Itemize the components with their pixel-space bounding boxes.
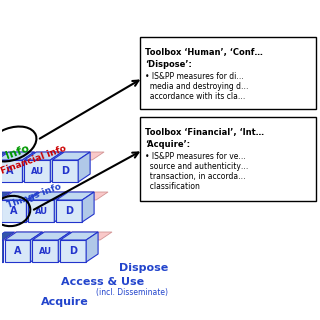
Text: AU: AU xyxy=(31,166,44,175)
Polygon shape xyxy=(0,192,11,200)
Text: D: D xyxy=(65,206,73,216)
Polygon shape xyxy=(0,240,3,262)
Polygon shape xyxy=(54,192,66,222)
Polygon shape xyxy=(28,200,54,222)
Text: AU: AU xyxy=(39,246,52,255)
Polygon shape xyxy=(4,232,42,240)
Text: Things info: Things info xyxy=(5,182,62,210)
Polygon shape xyxy=(3,232,112,240)
Polygon shape xyxy=(27,192,38,222)
Polygon shape xyxy=(32,240,58,262)
Polygon shape xyxy=(58,232,70,262)
Polygon shape xyxy=(1,192,38,200)
Text: ‘Acquire’:: ‘Acquire’: xyxy=(145,140,190,149)
Text: media and destroying d…: media and destroying d… xyxy=(145,82,248,91)
Polygon shape xyxy=(60,240,86,262)
Polygon shape xyxy=(52,152,90,160)
Text: Info: Info xyxy=(4,143,31,161)
Text: A: A xyxy=(10,206,17,216)
Text: A: A xyxy=(14,246,21,256)
Text: Toolbox ‘Financial’, ‘Int…: Toolbox ‘Financial’, ‘Int… xyxy=(145,128,264,137)
Text: D: D xyxy=(61,166,69,176)
Polygon shape xyxy=(0,152,104,160)
Polygon shape xyxy=(52,160,78,182)
Text: Acquire: Acquire xyxy=(41,297,89,307)
Polygon shape xyxy=(60,232,98,240)
Polygon shape xyxy=(28,192,66,200)
Text: source and authenticity…: source and authenticity… xyxy=(145,162,248,171)
Text: • IS&PP measures for ve…: • IS&PP measures for ve… xyxy=(145,152,246,161)
Polygon shape xyxy=(0,192,108,200)
Text: Financial info: Financial info xyxy=(0,144,68,176)
Text: A: A xyxy=(6,166,13,176)
Text: • IS&PP measures for di…: • IS&PP measures for di… xyxy=(145,72,244,81)
Text: accordance with its cla…: accordance with its cla… xyxy=(145,92,245,101)
Polygon shape xyxy=(0,160,22,182)
Polygon shape xyxy=(82,192,94,222)
Text: AU: AU xyxy=(35,206,48,215)
Polygon shape xyxy=(0,152,6,160)
Polygon shape xyxy=(78,152,90,182)
Polygon shape xyxy=(1,200,27,222)
Text: (incl. Disseminate): (incl. Disseminate) xyxy=(96,287,168,297)
Text: Access & Use: Access & Use xyxy=(61,277,144,287)
Text: Dispose: Dispose xyxy=(119,263,168,273)
Text: ‘Dispose’:: ‘Dispose’: xyxy=(145,60,192,69)
Polygon shape xyxy=(24,160,50,182)
Text: D: D xyxy=(69,246,77,256)
Polygon shape xyxy=(30,232,42,262)
Polygon shape xyxy=(22,152,34,182)
Polygon shape xyxy=(0,152,34,160)
Polygon shape xyxy=(50,152,62,182)
FancyBboxPatch shape xyxy=(140,37,316,109)
Text: classification: classification xyxy=(145,182,200,191)
Polygon shape xyxy=(86,232,98,262)
Text: Toolbox ‘Human’, ‘Conf…: Toolbox ‘Human’, ‘Conf… xyxy=(145,48,263,57)
Polygon shape xyxy=(56,200,82,222)
Polygon shape xyxy=(56,192,94,200)
Polygon shape xyxy=(4,240,30,262)
FancyBboxPatch shape xyxy=(140,117,316,201)
Text: transaction, in accorda…: transaction, in accorda… xyxy=(145,172,245,181)
Polygon shape xyxy=(0,232,14,240)
Polygon shape xyxy=(32,232,70,240)
Polygon shape xyxy=(24,152,62,160)
